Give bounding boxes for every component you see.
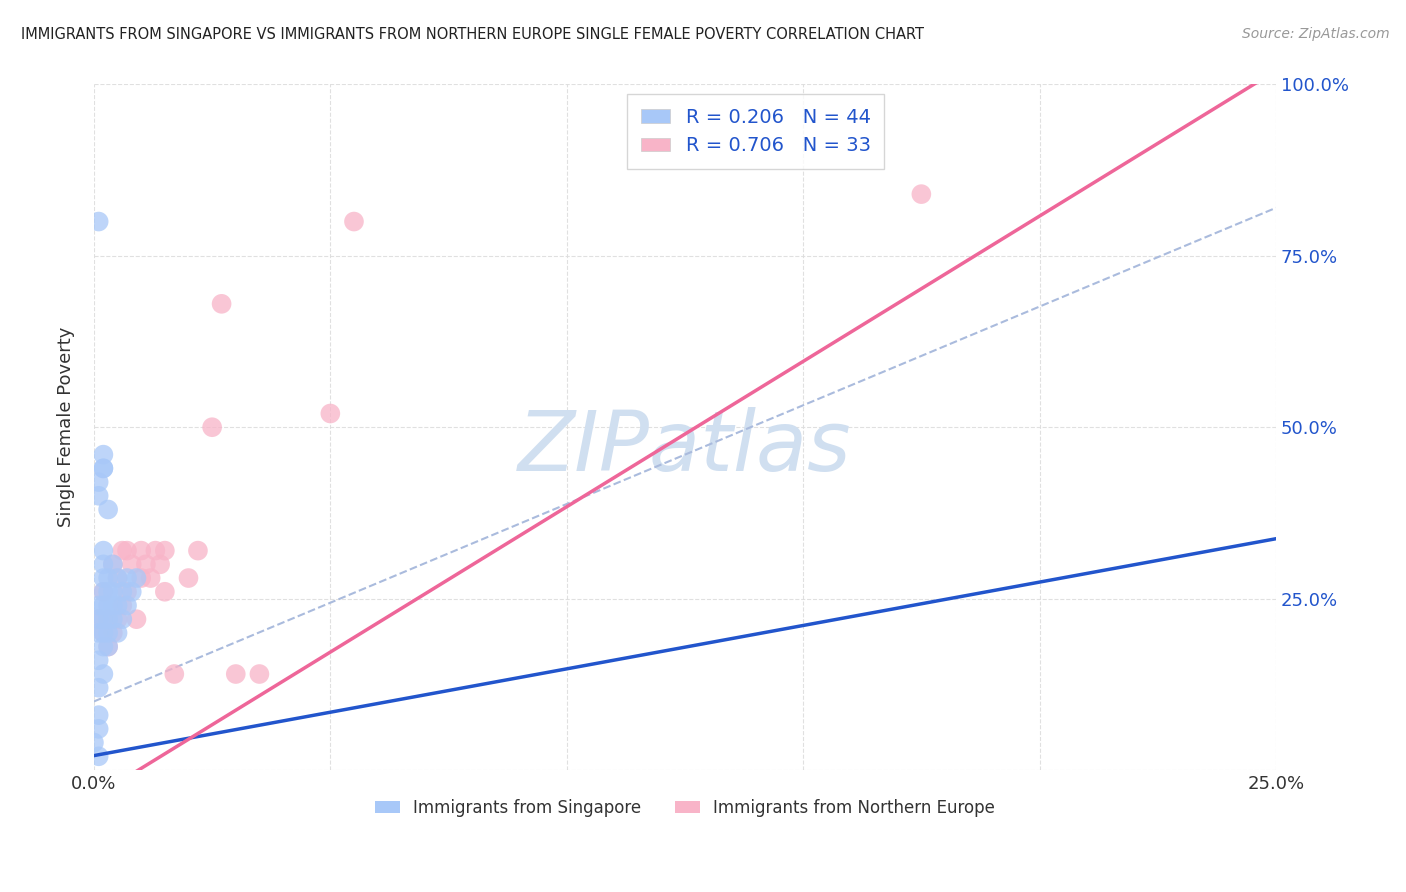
Point [125, 571, 148, 585]
Point [97, 640, 120, 654]
Point [145, 543, 167, 558]
Point [93, 667, 115, 681]
Point [87, 599, 110, 613]
Point [101, 558, 124, 572]
Point [87, 722, 110, 736]
Point [83, 735, 105, 749]
Text: ZIPatlas: ZIPatlas [519, 408, 852, 488]
Point [153, 584, 176, 599]
Point [93, 461, 115, 475]
Point [249, 667, 271, 681]
Point [93, 448, 115, 462]
Point [111, 612, 134, 626]
Point [93, 640, 115, 654]
Point [93, 599, 115, 613]
Point [93, 543, 115, 558]
Point [107, 626, 129, 640]
Point [115, 571, 138, 585]
Point [115, 584, 138, 599]
Point [101, 558, 124, 572]
Y-axis label: Single Female Poverty: Single Female Poverty [58, 327, 75, 527]
Point [319, 407, 342, 421]
Point [87, 214, 110, 228]
Point [97, 612, 120, 626]
Point [93, 558, 115, 572]
Point [87, 475, 110, 489]
Text: IMMIGRANTS FROM SINGAPORE VS IMMIGRANTS FROM NORTHERN EUROPE SINGLE FEMALE POVER: IMMIGRANTS FROM SINGAPORE VS IMMIGRANTS … [21, 27, 924, 42]
Point [87, 626, 110, 640]
Point [343, 214, 366, 228]
Point [107, 571, 129, 585]
Point [187, 543, 209, 558]
Point [93, 461, 115, 475]
Point [87, 612, 110, 626]
Point [101, 584, 124, 599]
Point [101, 612, 124, 626]
Point [129, 571, 152, 585]
Point [93, 584, 115, 599]
Point [121, 558, 143, 572]
Point [211, 297, 233, 311]
Point [201, 420, 224, 434]
Point [111, 584, 134, 599]
Point [129, 543, 152, 558]
Point [87, 612, 110, 626]
Point [107, 571, 129, 585]
Point [139, 571, 162, 585]
Point [97, 502, 120, 516]
Point [101, 626, 124, 640]
Point [87, 708, 110, 723]
Point [87, 653, 110, 667]
Point [115, 543, 138, 558]
Point [93, 612, 115, 626]
Point [93, 626, 115, 640]
Point [135, 558, 157, 572]
Point [115, 599, 138, 613]
Point [97, 599, 120, 613]
Point [97, 640, 120, 654]
Point [93, 571, 115, 585]
Point [87, 489, 110, 503]
Point [107, 612, 129, 626]
Point [93, 584, 115, 599]
Point [87, 749, 110, 764]
Point [97, 612, 120, 626]
Point [121, 584, 143, 599]
Point [107, 599, 129, 613]
Legend: Immigrants from Singapore, Immigrants from Northern Europe: Immigrants from Singapore, Immigrants fr… [368, 792, 1001, 823]
Point [149, 558, 172, 572]
Text: Source: ZipAtlas.com: Source: ZipAtlas.com [1241, 27, 1389, 41]
Point [153, 543, 176, 558]
Point [97, 626, 120, 640]
Point [97, 571, 120, 585]
Point [910, 187, 932, 202]
Point [125, 612, 148, 626]
Point [163, 667, 186, 681]
Point [93, 626, 115, 640]
Point [97, 584, 120, 599]
Point [111, 543, 134, 558]
Point [177, 571, 200, 585]
Point [225, 667, 247, 681]
Point [111, 599, 134, 613]
Point [87, 681, 110, 695]
Point [101, 599, 124, 613]
